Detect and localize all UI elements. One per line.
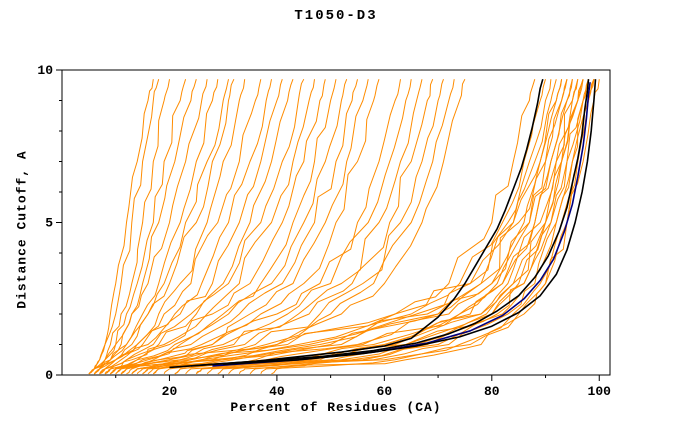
y-tick-label: 10	[37, 63, 53, 78]
x-tick-label: 20	[162, 384, 178, 399]
model-curve	[99, 79, 262, 375]
model-curve	[142, 79, 455, 375]
model-curve	[110, 79, 326, 375]
model-curve	[131, 79, 573, 375]
model-curve	[217, 79, 589, 375]
model-curve	[93, 79, 197, 375]
model-curve	[185, 79, 579, 375]
x-tick-label: 40	[269, 384, 285, 399]
y-tick-label: 5	[45, 216, 53, 231]
model-curve	[136, 79, 444, 375]
y-tick-label: 0	[45, 368, 53, 383]
x-tick-label: 80	[484, 384, 500, 399]
model-curve	[110, 79, 348, 375]
model-curve	[93, 79, 246, 375]
x-tick-label: 100	[588, 384, 612, 399]
model-curve	[88, 79, 154, 375]
model-curve	[147, 78, 466, 375]
y-axis-label: Distance Cutoff, A	[14, 150, 30, 309]
model-curve	[120, 79, 568, 375]
model-curve	[163, 79, 568, 375]
model-curve	[88, 79, 208, 375]
highlight-curve-black	[190, 79, 590, 367]
model-curve	[126, 79, 423, 375]
model-curve	[131, 79, 434, 375]
x-tick-label: 60	[377, 384, 393, 399]
x-axis-label: Percent of Residues (CA)	[230, 400, 442, 415]
model-curve	[99, 79, 283, 375]
model-curve	[120, 79, 401, 375]
model-curve	[88, 79, 160, 375]
highlight-curve-black	[169, 78, 544, 369]
highlight-curve-black	[223, 79, 597, 366]
model-curve	[99, 78, 305, 375]
model-curve	[115, 79, 358, 375]
model-curve	[104, 79, 294, 375]
model-curve	[228, 79, 589, 375]
model-curve	[88, 79, 187, 375]
model-curve	[104, 79, 315, 375]
model-curve	[110, 79, 563, 375]
chart-title: T1050-D3	[294, 8, 378, 24]
